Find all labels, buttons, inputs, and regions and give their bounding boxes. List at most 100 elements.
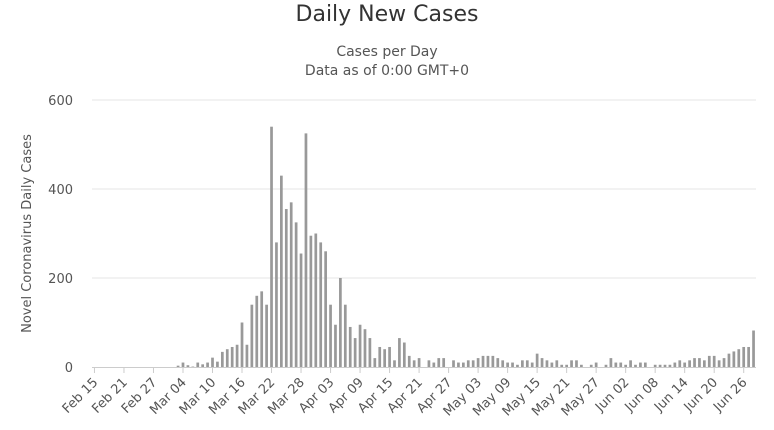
bar[interactable] [521, 360, 524, 367]
bar[interactable] [486, 355, 490, 368]
bar[interactable] [707, 355, 711, 368]
bar[interactable] [476, 358, 480, 367]
bar[interactable] [339, 278, 342, 367]
bar[interactable] [270, 126, 273, 367]
bar[interactable] [378, 346, 382, 367]
bar[interactable] [722, 358, 726, 367]
bar[interactable] [732, 351, 736, 367]
bar[interactable] [619, 362, 623, 367]
bar[interactable] [747, 346, 750, 367]
bar[interactable] [250, 304, 254, 367]
bar[interactable] [555, 360, 559, 367]
bar[interactable] [501, 360, 505, 367]
bar[interactable] [653, 364, 657, 367]
bar[interactable] [329, 304, 332, 367]
bar[interactable] [201, 364, 205, 367]
bar[interactable] [407, 355, 411, 368]
bar[interactable] [393, 360, 396, 367]
bar[interactable] [688, 360, 691, 367]
bar[interactable] [737, 349, 741, 367]
bar[interactable] [220, 351, 224, 367]
bar[interactable] [196, 362, 200, 367]
bar[interactable] [481, 355, 485, 368]
bar[interactable] [471, 360, 475, 367]
bar[interactable] [373, 358, 377, 367]
bar[interactable] [280, 175, 283, 367]
bar[interactable] [580, 364, 583, 367]
bar[interactable] [683, 362, 687, 367]
bar[interactable] [663, 364, 667, 367]
bar[interactable] [668, 364, 672, 367]
bar[interactable] [245, 344, 249, 367]
bar[interactable] [624, 364, 628, 367]
bar[interactable] [693, 358, 696, 367]
bar[interactable] [417, 358, 421, 367]
bar[interactable] [211, 357, 214, 367]
bar[interactable] [304, 133, 308, 368]
bar[interactable] [609, 358, 613, 367]
bar[interactable] [614, 362, 618, 367]
bar[interactable] [383, 349, 387, 367]
bar[interactable] [752, 330, 755, 367]
bar[interactable] [570, 360, 573, 367]
bar[interactable] [216, 361, 219, 367]
bar[interactable] [255, 295, 259, 367]
bar[interactable] [506, 362, 509, 367]
bar[interactable] [181, 362, 185, 367]
bar[interactable] [309, 235, 313, 367]
bar[interactable] [516, 364, 519, 367]
bar[interactable] [535, 353, 539, 367]
bar[interactable] [634, 364, 637, 367]
bar[interactable] [319, 242, 323, 367]
bar[interactable] [629, 360, 632, 367]
bar[interactable] [575, 360, 578, 367]
bar[interactable] [289, 202, 293, 367]
bar[interactable] [260, 291, 264, 367]
bar[interactable] [639, 362, 642, 367]
bar[interactable] [496, 358, 500, 367]
bar[interactable] [427, 360, 431, 367]
bar[interactable] [206, 362, 209, 367]
bar[interactable] [565, 364, 568, 367]
bar[interactable] [703, 360, 706, 367]
bar[interactable] [412, 360, 416, 367]
bar[interactable] [294, 222, 298, 368]
bar[interactable] [643, 362, 647, 367]
bar[interactable] [299, 253, 303, 367]
bar[interactable] [176, 365, 180, 367]
bar[interactable] [314, 233, 318, 368]
bar[interactable] [594, 362, 598, 367]
bar[interactable] [348, 326, 352, 367]
bar[interactable] [240, 322, 244, 368]
bar[interactable] [265, 304, 268, 367]
bar[interactable] [324, 251, 327, 367]
bar[interactable] [363, 329, 367, 367]
bar[interactable] [358, 324, 362, 367]
bar[interactable] [698, 358, 701, 367]
bar[interactable] [560, 364, 564, 367]
bar[interactable] [343, 304, 347, 367]
bar[interactable] [658, 364, 662, 367]
bar[interactable] [525, 360, 529, 367]
bar[interactable] [511, 362, 514, 367]
bar[interactable] [457, 362, 460, 367]
bar[interactable] [353, 338, 357, 367]
bar[interactable] [673, 362, 677, 367]
bar[interactable] [398, 338, 401, 367]
bar[interactable] [717, 360, 721, 367]
bar[interactable] [402, 342, 406, 367]
bar[interactable] [452, 360, 455, 367]
bar[interactable] [442, 358, 446, 367]
bar[interactable] [186, 365, 190, 367]
bar[interactable] [432, 362, 436, 367]
bar[interactable] [275, 242, 278, 367]
bar[interactable] [388, 346, 391, 367]
bar[interactable] [230, 346, 234, 367]
bar[interactable] [368, 338, 372, 367]
bar[interactable] [604, 364, 608, 367]
bar[interactable] [727, 353, 731, 367]
bar[interactable] [235, 344, 239, 367]
bar[interactable] [225, 349, 229, 367]
bar[interactable] [530, 362, 534, 367]
bar[interactable] [437, 358, 441, 367]
